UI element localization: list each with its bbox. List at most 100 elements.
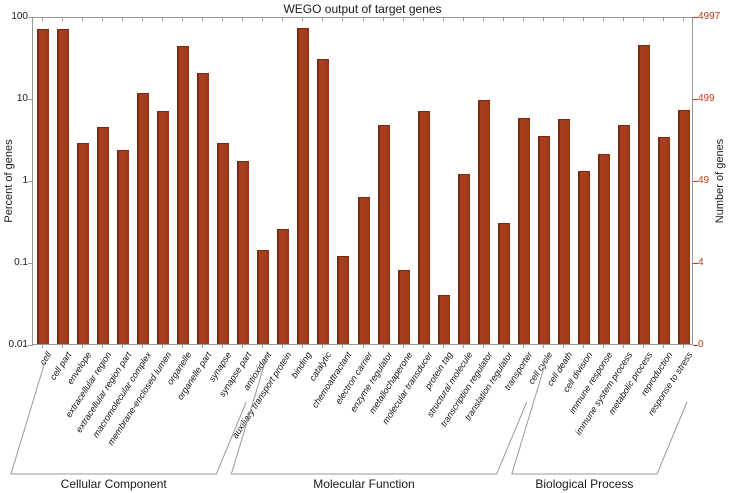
bar-protein-tag [438,295,450,344]
x-tick-mark-top [322,18,323,21]
bar-transcription-regulator [478,100,490,344]
x-tick-mark-top [663,18,664,21]
bar-enzyme-regulator [378,125,390,344]
bar-immune-response [598,154,610,344]
x-tick-mark-bottom [42,345,43,348]
x-tick-mark-top [363,18,364,21]
bar-metallochaperone [398,270,410,344]
x-tick-mark-bottom [543,345,544,348]
y-tick-label-left: 100 [11,11,28,22]
bar-cell-death [558,119,570,344]
x-tick-mark-bottom [463,345,464,348]
bar-chemoattractant [337,256,349,344]
x-tick-mark-top [683,18,684,21]
x-tick-mark-bottom [563,345,564,348]
y-tick-mark-right [693,345,698,346]
x-tick-mark-bottom [302,345,303,348]
x-tick-mark-top [242,18,243,21]
y-tick-mark-left [28,345,33,346]
bar-organelle-part [197,73,209,344]
x-tick-mark-bottom [162,345,163,348]
x-tick-mark-top [82,18,83,21]
bar-cell-division [578,171,590,344]
x-tick-mark-bottom [322,345,323,348]
x-tick-mark-top [202,18,203,21]
y-tick-mark-right [693,99,698,100]
bar-membrane-enclosed-lumen [157,111,169,344]
x-tick-mark-top [523,18,524,21]
bar-cell-cycle [538,136,550,344]
bar-reproduction [658,137,670,344]
x-tick-mark-top [463,18,464,21]
x-tick-mark-top [342,18,343,21]
x-tick-mark-top [302,18,303,21]
x-tick-mark-bottom [583,345,584,348]
x-tick-mark-top [443,18,444,21]
x-tick-mark-top [483,18,484,21]
x-tick-mark-top [182,18,183,21]
bar-auxiliary-transport-protein [277,229,289,344]
x-tick-mark-bottom [122,345,123,348]
y-tick-mark-left [28,17,33,18]
bar-electron-carrier [358,197,370,344]
x-tick-mark-top [543,18,544,21]
x-tick-mark-top [383,18,384,21]
y-tick-mark-right [693,181,698,182]
x-tick-mark-top [162,18,163,21]
group-label: Biological Process [535,477,633,491]
y-tick-label-right: 4997 [698,11,721,22]
group-bracket [230,354,528,475]
x-tick-mark-bottom [102,345,103,348]
x-tick-mark-top [222,18,223,21]
y-tick-label-right: 499 [698,93,715,104]
x-tick-mark-top [583,18,584,21]
bar-cell [37,29,49,344]
y-tick-label-left: 10 [16,93,28,104]
y-tick-mark-left [28,99,33,100]
bar-transporter [518,118,530,344]
chart-title: WEGO output of target genes [283,2,442,16]
x-tick-mark-top [262,18,263,21]
bar-translation-regulator [498,223,510,344]
x-tick-mark-top [122,18,123,21]
bar-metabolic-process [638,45,650,344]
bar-extracellular-region-part [117,150,129,344]
y-tick-mark-left [28,181,33,182]
x-tick-mark-bottom [282,345,283,348]
bar-immune-system-process [618,125,630,344]
x-tick-mark-bottom [222,345,223,348]
group-bracket [511,354,688,475]
group-bracket-layer: Cellular Component Molecular Function Biol… [10,354,688,491]
x-tick-mark-top [42,18,43,21]
y-tick-label-left: 0.1 [14,257,28,268]
x-tick-mark-bottom [242,345,243,348]
x-tick-mark-bottom [443,345,444,348]
x-tick-mark-top [142,18,143,21]
x-tick-mark-top [403,18,404,21]
bar-synapse-part [237,161,249,344]
x-tick-mark-bottom [423,345,424,348]
x-tick-mark-top [503,18,504,21]
x-tick-mark-bottom [342,345,343,348]
x-tick-mark-bottom [523,345,524,348]
x-tick-mark-bottom [403,345,404,348]
x-tick-mark-bottom [62,345,63,348]
x-tick-mark-bottom [483,345,484,348]
x-tick-mark-top [282,18,283,21]
x-tick-mark-top [423,18,424,21]
y-tick-label-right: 49 [698,175,710,186]
x-tick-mark-bottom [603,345,604,348]
x-tick-mark-top [643,18,644,21]
y-tick-mark-left [28,263,33,264]
y-tick-label-left: 0.01 [8,339,28,350]
bar-response-to-stress [678,110,690,344]
x-tick-mark-bottom [142,345,143,348]
bar-extracellular-region [97,127,109,344]
x-tick-mark-bottom [663,345,664,348]
bar-envelope [77,143,89,344]
x-tick-mark-bottom [643,345,644,348]
x-tick-mark-top [62,18,63,21]
x-tick-mark-bottom [683,345,684,348]
bar-cell-part [57,29,69,344]
